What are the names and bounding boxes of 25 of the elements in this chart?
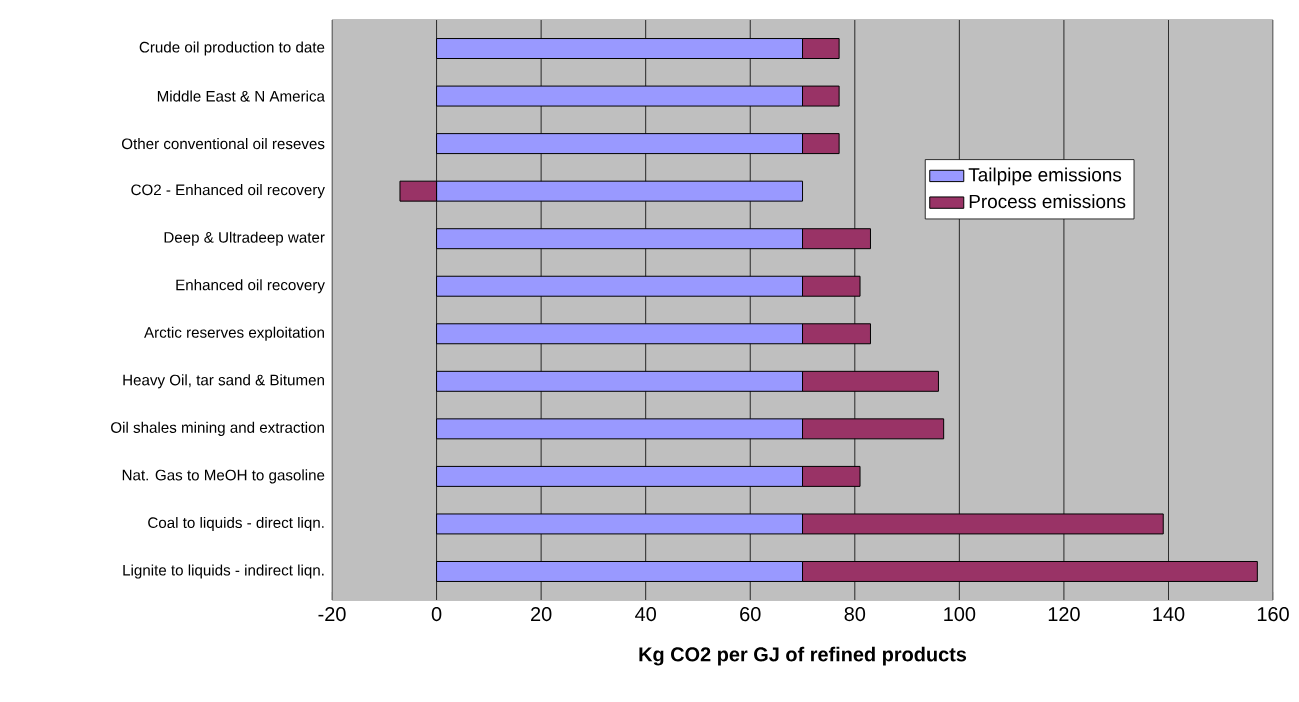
x-tick-label: 60 bbox=[740, 607, 761, 622]
legend-label: Process emissions bbox=[969, 194, 1126, 209]
y-tick-label: Middle East & N America bbox=[157, 90, 325, 102]
x-tick-label: 160 bbox=[1257, 607, 1289, 622]
x-tick-label: 80 bbox=[844, 607, 866, 622]
y-tick-label: Crude oil production to date bbox=[139, 41, 325, 56]
y-tick-label: Coal to liquids - direct liqn. bbox=[148, 516, 324, 531]
y-tick-label: Other conventional oil reseves bbox=[121, 138, 325, 150]
y-tick-label: Deep & Ultradeep water bbox=[164, 231, 325, 246]
x-axis-title: Kg CO2 per GJ of refined products bbox=[639, 646, 967, 666]
x-tick-label: 40 bbox=[635, 607, 656, 622]
x-tick-label: 100 bbox=[944, 607, 976, 622]
y-tick-label: Nat. Gas to MeOH to gasoline bbox=[122, 469, 325, 484]
y-tick-label: Oil shales mining and extraction bbox=[111, 421, 324, 436]
y-tick-label: CO2 - Enhanced oil recovery bbox=[131, 184, 325, 199]
x-tick-label: 0 bbox=[431, 607, 442, 622]
y-tick-label: Arctic reserves exploitation bbox=[144, 326, 324, 341]
y-tick-label: Lignite to liquids - indirect liqn. bbox=[123, 564, 324, 579]
x-tick-label: -20 bbox=[318, 607, 346, 622]
legend-label: Tailpipe emissions bbox=[968, 167, 1122, 186]
x-tick-label: 140 bbox=[1153, 607, 1185, 622]
x-tick-label: 120 bbox=[1048, 607, 1080, 622]
x-tick-label: 20 bbox=[531, 607, 552, 622]
y-tick-label: Enhanced oil recovery bbox=[176, 279, 325, 294]
y-tick-label: Heavy Oil, tar sand & Bitumen bbox=[123, 374, 324, 389]
